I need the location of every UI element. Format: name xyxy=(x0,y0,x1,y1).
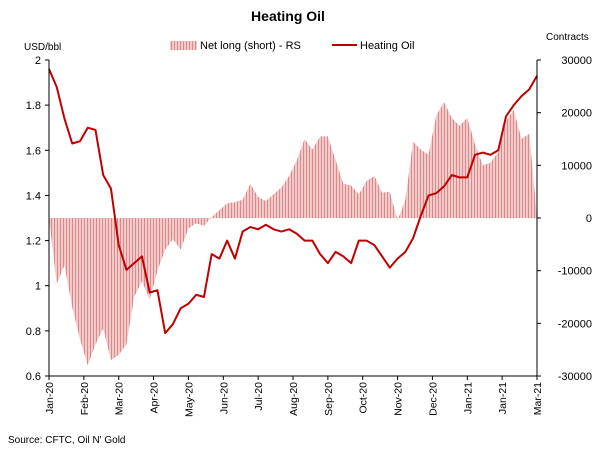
left-tick-label: 1.8 xyxy=(26,100,41,112)
right-tick-label: 0 xyxy=(586,213,592,225)
legend-label-net-long: Net long (short) - RS xyxy=(200,40,301,52)
left-tick-label: 1.2 xyxy=(26,236,41,248)
x-tick-label: Feb-20 xyxy=(79,382,91,415)
plot-area xyxy=(48,68,538,366)
left-axis-unit: USD/bbl xyxy=(24,42,61,53)
right-tick-label: 10000 xyxy=(561,160,592,172)
legend-swatch-net-long xyxy=(170,41,197,50)
right-tick-label: 20000 xyxy=(561,108,592,120)
right-tick-label: 30000 xyxy=(561,55,592,67)
x-tick-label: Jan-20 xyxy=(44,382,56,414)
left-tick-label: 1.6 xyxy=(26,145,41,157)
x-tick-label: Nov-20 xyxy=(393,382,405,416)
left-tick-label: 1.4 xyxy=(26,190,41,202)
x-tick-label: Jan-21 xyxy=(497,382,509,414)
right-tick-label: -30000 xyxy=(558,371,592,383)
right-tick-label: -10000 xyxy=(558,266,592,278)
x-tick-label: Mar-21 xyxy=(532,382,544,415)
x-tick-label: Dec-20 xyxy=(427,382,439,416)
right-axis-unit: Contracts xyxy=(546,32,589,43)
x-tick-label: Jul-20 xyxy=(253,382,265,411)
x-tick-label: Apr-20 xyxy=(149,382,161,414)
net-long-area xyxy=(49,102,537,366)
x-tick-label: May-20 xyxy=(183,382,195,417)
legend: Net long (short) - RS Heating Oil xyxy=(170,40,414,52)
legend-label-heating-oil: Heating Oil xyxy=(360,40,414,52)
x-tick-label: Jun-20 xyxy=(218,382,230,414)
x-tick-label: Sep-20 xyxy=(323,382,335,416)
axes: 0.6 0.8 1 1.2 1.4 1.6 1.8 2 -30000 -20000 -10000 0 1… xyxy=(26,55,592,417)
right-tick-label: -20000 xyxy=(558,318,592,330)
x-tick-label: Mar-20 xyxy=(114,382,126,415)
x-tick-label: Jan-21 xyxy=(462,382,474,414)
left-tick-label: 0.8 xyxy=(26,326,41,338)
left-tick-label: 0.6 xyxy=(26,371,41,383)
x-tick-label: Aug-20 xyxy=(288,382,300,416)
left-tick-label: 1 xyxy=(35,281,41,293)
heating-oil-line xyxy=(48,68,538,335)
chart-title: Heating Oil xyxy=(251,8,325,24)
source-note: Source: CFTC, Oil N' Gold xyxy=(8,435,126,446)
x-tick-label: Oct-20 xyxy=(358,382,370,414)
left-tick-label: 2 xyxy=(35,55,41,67)
